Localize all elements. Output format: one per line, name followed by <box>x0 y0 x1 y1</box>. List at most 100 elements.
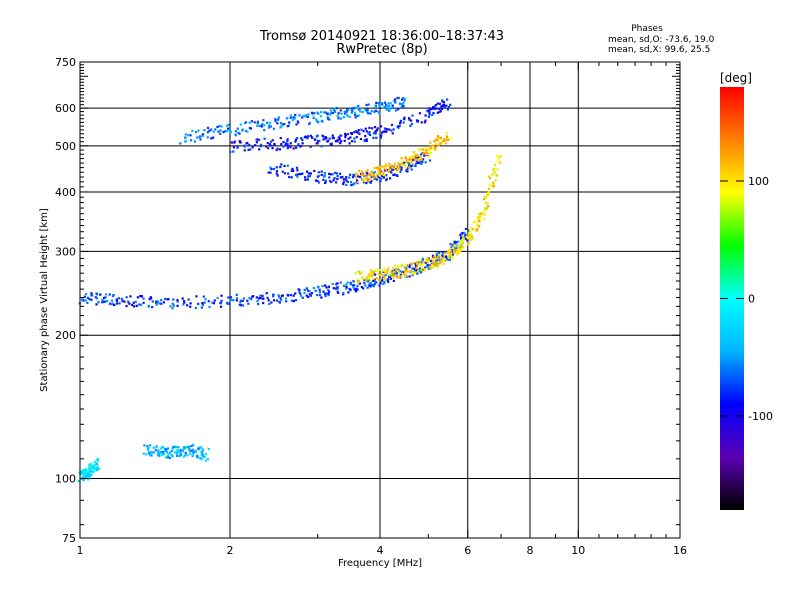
data-point <box>148 298 151 301</box>
data-point <box>401 104 405 107</box>
data-point <box>394 270 397 273</box>
data-point <box>357 129 360 132</box>
data-point <box>388 164 391 168</box>
data-point <box>313 112 316 115</box>
y-tick-label: 75 <box>62 532 76 545</box>
data-point <box>278 148 282 151</box>
data-point <box>182 455 185 458</box>
data-point <box>383 277 386 280</box>
data-point <box>396 276 399 279</box>
data-point <box>359 137 363 141</box>
data-point <box>422 158 425 161</box>
data-point <box>342 293 345 296</box>
data-point <box>336 175 339 178</box>
data-point <box>426 265 429 268</box>
data-point <box>446 258 449 261</box>
data-point <box>423 154 426 157</box>
data-point <box>329 109 333 112</box>
data-point <box>409 269 412 273</box>
data-point <box>159 447 163 450</box>
data-point <box>284 297 288 300</box>
data-point <box>272 293 275 296</box>
data-point <box>187 298 190 301</box>
data-point <box>167 298 170 301</box>
data-point <box>428 148 431 151</box>
data-point <box>439 262 442 265</box>
data-point <box>185 445 188 449</box>
data-point <box>380 279 383 282</box>
data-point <box>169 305 172 308</box>
data-point <box>355 172 358 175</box>
data-point <box>212 136 215 139</box>
data-point <box>228 129 232 132</box>
data-point <box>309 172 312 175</box>
data-point <box>339 141 342 145</box>
data-point <box>375 281 378 284</box>
data-point <box>353 288 356 291</box>
data-point <box>346 180 349 184</box>
data-point <box>322 290 325 293</box>
data-point <box>370 175 373 179</box>
data-point <box>206 126 210 129</box>
data-point <box>171 302 174 305</box>
data-point <box>457 245 460 249</box>
data-point <box>140 295 144 298</box>
data-point <box>186 304 189 307</box>
data-point <box>181 297 184 300</box>
data-point <box>207 300 210 303</box>
data-point <box>434 256 437 259</box>
data-point <box>271 139 274 142</box>
data-point <box>346 281 349 284</box>
data-point <box>321 284 324 288</box>
data-point <box>173 445 176 449</box>
data-point <box>189 302 192 305</box>
data-point <box>465 237 468 241</box>
x-tick-label: 8 <box>527 544 534 557</box>
data-point <box>306 289 310 292</box>
data-point <box>418 112 422 115</box>
data-point <box>168 456 171 460</box>
data-point <box>320 173 323 177</box>
data-point <box>226 130 229 133</box>
data-point <box>383 127 387 130</box>
data-point <box>412 158 415 162</box>
data-point <box>108 302 112 305</box>
data-point <box>432 260 435 263</box>
y-axis-ticks: 75 100 200 300 400 500 600 750 <box>55 56 680 545</box>
data-point <box>145 453 148 456</box>
data-point <box>430 107 434 110</box>
data-point <box>379 268 382 272</box>
data-point <box>345 179 348 182</box>
data-point <box>384 104 388 107</box>
data-point <box>313 169 316 173</box>
data-point <box>97 301 100 304</box>
data-point <box>393 270 396 273</box>
data-point <box>396 96 399 100</box>
data-point <box>276 122 279 125</box>
data-point <box>128 302 131 305</box>
data-point <box>309 294 312 297</box>
data-point <box>379 136 382 139</box>
data-point <box>457 248 460 251</box>
data-point <box>95 458 98 462</box>
data-point <box>451 243 454 247</box>
data-point <box>378 174 381 177</box>
data-point <box>385 174 388 177</box>
data-point <box>398 124 401 127</box>
data-point <box>87 478 90 481</box>
data-point <box>328 113 332 116</box>
data-point <box>414 271 417 274</box>
data-point <box>437 139 440 143</box>
data-point <box>373 126 377 129</box>
data-point <box>440 258 443 261</box>
data-point <box>320 296 323 299</box>
data-point <box>390 272 393 275</box>
data-point <box>282 145 285 148</box>
data-point <box>451 250 454 254</box>
data-point <box>173 451 176 454</box>
data-point <box>479 215 482 218</box>
data-point <box>397 276 401 279</box>
stats-o-line: mean, sd,O: -73.6, 19.0 <box>608 35 715 45</box>
data-point <box>147 451 151 454</box>
data-point <box>396 125 399 128</box>
